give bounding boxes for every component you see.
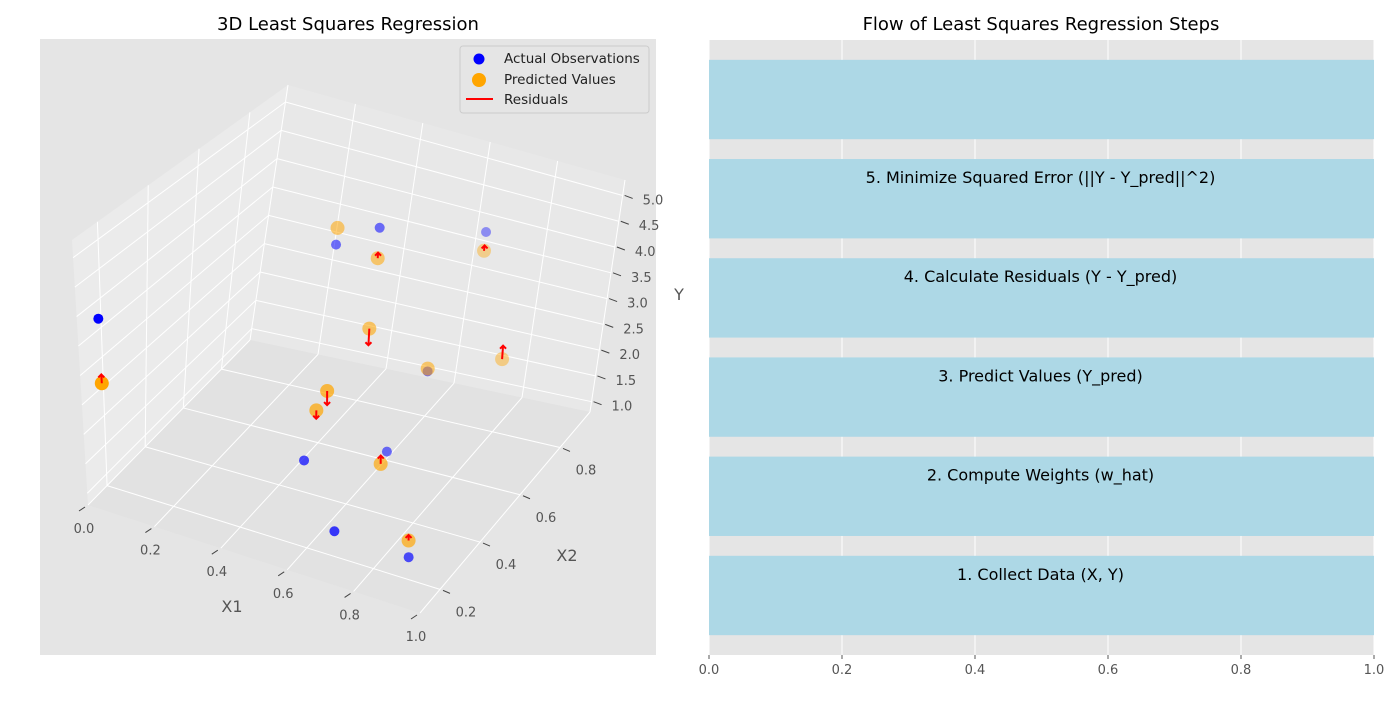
predicted-value-point bbox=[421, 362, 435, 376]
z-tick-label-3d: 1.0 bbox=[612, 400, 633, 415]
x-tick-label-3d: 1.0 bbox=[406, 630, 427, 645]
z-tick-label-3d: 2.0 bbox=[619, 348, 640, 363]
x-axis-label-3d: X1 bbox=[221, 597, 242, 616]
flow-step-label: 1. Collect Data (X, Y) bbox=[957, 565, 1124, 584]
x-tick-label-flow: 0.0 bbox=[699, 663, 720, 678]
legend-label-residuals: Residuals bbox=[504, 92, 568, 108]
actual-observation-point bbox=[331, 240, 341, 250]
flow-step-bar bbox=[709, 60, 1374, 139]
z-axis-label-3d: Y bbox=[673, 285, 684, 304]
z-tick-label-3d: 2.5 bbox=[623, 322, 644, 337]
y-tick-label-3d: 0.4 bbox=[496, 558, 517, 573]
legend: Actual Observations Predicted Values Res… bbox=[460, 46, 649, 113]
actual-observation-point bbox=[375, 223, 385, 233]
x-tick-label-flow: 0.4 bbox=[965, 663, 986, 678]
y-tick-label-3d: 0.2 bbox=[456, 605, 477, 620]
y-axis-label-3d: X2 bbox=[556, 546, 577, 565]
z-tick-label-3d: 3.5 bbox=[631, 271, 652, 286]
scatter-3d-panel: 3D Least Squares Regression 0.0 0.2 0.4 0.6… bbox=[40, 14, 684, 655]
flow-bar-panel: Flow of Least Squares Regression Steps 0… bbox=[699, 14, 1385, 678]
z-tick-label-3d: 4.0 bbox=[635, 245, 656, 260]
y-tick-label-3d: 0.6 bbox=[536, 511, 557, 526]
z-tick-label-3d: 4.5 bbox=[639, 219, 660, 234]
z-tick-label-3d: 3.0 bbox=[627, 297, 648, 312]
x-tick-label-flow: 1.0 bbox=[1364, 663, 1385, 678]
legend-marker-actual bbox=[474, 54, 485, 65]
actual-observation-point bbox=[93, 314, 103, 324]
x-tick-label-3d: 0.8 bbox=[339, 608, 360, 623]
actual-observation-point bbox=[481, 227, 491, 237]
x-tick-label-flow: 0.2 bbox=[832, 663, 853, 678]
actual-observation-point bbox=[404, 552, 414, 562]
actual-observation-point bbox=[329, 526, 339, 536]
x-tick-label-flow: 0.8 bbox=[1231, 663, 1252, 678]
x-tick-label-flow: 0.6 bbox=[1098, 663, 1119, 678]
residual-line bbox=[368, 329, 369, 346]
x-tick-label-3d: 0.6 bbox=[273, 587, 294, 602]
flow-step-label: 3. Predict Values (Y_pred) bbox=[938, 366, 1143, 386]
legend-marker-predicted bbox=[472, 73, 486, 87]
flow-step-label: 5. Minimize Squared Error (||Y - Y_pred|… bbox=[866, 168, 1216, 188]
chart-title-flow: Flow of Least Squares Regression Steps bbox=[863, 14, 1220, 35]
y-tick-label-3d: 0.8 bbox=[576, 463, 597, 478]
flow-step-label: 4. Calculate Residuals (Y - Y_pred) bbox=[904, 267, 1178, 287]
chart-title-3d: 3D Least Squares Regression bbox=[217, 14, 479, 35]
actual-observation-point bbox=[382, 447, 392, 457]
x-tick-label-3d: 0.0 bbox=[74, 522, 95, 537]
legend-label-predicted: Predicted Values bbox=[504, 72, 616, 88]
actual-observation-point bbox=[299, 455, 309, 465]
x-tick-label-3d: 0.4 bbox=[206, 565, 227, 580]
predicted-value-point bbox=[331, 221, 345, 235]
x-tick-label-3d: 0.2 bbox=[140, 544, 161, 559]
z-tick-label-3d: 1.5 bbox=[615, 374, 636, 389]
flow-step-label: 2. Compute Weights (w_hat) bbox=[927, 466, 1154, 486]
legend-label-actual: Actual Observations bbox=[504, 51, 640, 67]
x-ticks-flow: 0.0 0.2 0.4 0.6 0.8 1.0 bbox=[699, 655, 1385, 678]
z-tick-label-3d: 5.0 bbox=[643, 193, 664, 208]
